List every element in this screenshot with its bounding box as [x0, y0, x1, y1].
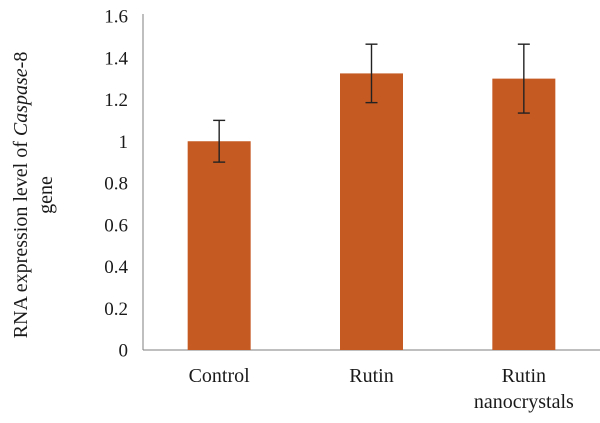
y-tick-label: 0.6	[104, 215, 128, 236]
bars	[187, 73, 556, 350]
x-tick-label: Rutin	[502, 365, 546, 387]
bar	[340, 73, 403, 350]
y-tick-label: 0.2	[104, 299, 128, 320]
y-axis-title-line2: gene	[35, 176, 57, 214]
x-tick-label: Rutin	[349, 365, 393, 387]
bar	[492, 78, 556, 350]
y-tick-label: 1	[119, 132, 129, 153]
y-tick-label: 0.8	[104, 174, 128, 195]
y-tick-label: 0.4	[104, 257, 128, 278]
x-tick-label: Control	[189, 365, 251, 387]
error-bars	[213, 43, 530, 163]
y-tick-label: 1.2	[104, 90, 128, 111]
bar	[187, 141, 251, 350]
y-tick-label: 1.4	[104, 48, 128, 69]
y-tick-label: 0	[119, 341, 129, 362]
y-axis-title-line1: RNA expression level of Caspase-8	[10, 52, 32, 339]
category-labels: Control Rutin Rutin nanocrystals	[189, 365, 574, 413]
y-axis-title-italic: Caspase	[10, 68, 32, 136]
y-tick-label: 1.6	[104, 7, 128, 28]
y-axis-title-suffix: -8	[10, 52, 32, 69]
x-tick-label: nanocrystals	[474, 391, 574, 413]
y-ticks: 0 0.2 0.4 0.6 0.8 1 1.2 1.4 1.6	[104, 7, 128, 362]
y-axis-title: RNA expression level of Caspase-8 gene	[10, 52, 57, 339]
y-axis-title-prefix: RNA expression level of	[10, 136, 32, 338]
